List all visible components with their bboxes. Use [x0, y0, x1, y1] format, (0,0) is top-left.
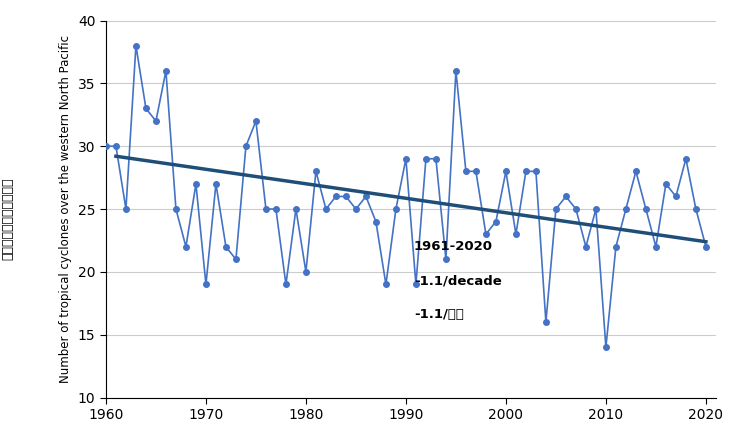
- Y-axis label: Number of tropical cyclones over the western North Pacific: Number of tropical cyclones over the wes…: [59, 35, 72, 383]
- Text: -1.1/decade: -1.1/decade: [414, 274, 502, 287]
- Text: 西北太平洋熱帶氣旋數目: 西北太平洋熱帶氣旋數目: [1, 177, 14, 260]
- Text: -1.1/十年: -1.1/十年: [414, 308, 464, 321]
- Text: 1961-2020: 1961-2020: [414, 240, 493, 253]
